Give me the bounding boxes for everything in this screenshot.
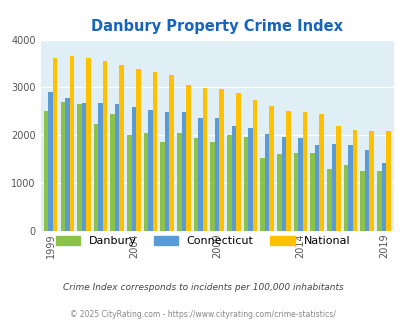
Bar [293, 153, 298, 231]
Bar [335, 126, 340, 231]
Bar [77, 104, 81, 231]
Bar [264, 134, 269, 231]
Bar [231, 126, 236, 231]
Bar [152, 72, 157, 231]
Bar [160, 142, 164, 231]
Bar [302, 112, 307, 231]
Bar [98, 103, 102, 231]
Bar [214, 118, 219, 231]
Bar [252, 100, 257, 231]
Bar [169, 76, 174, 231]
Legend: Danbury, Connecticut, National: Danbury, Connecticut, National [50, 230, 355, 252]
Bar [185, 84, 190, 231]
Bar [60, 102, 65, 231]
Bar [181, 112, 185, 231]
Bar [219, 89, 224, 231]
Bar [343, 165, 347, 231]
Bar [127, 135, 131, 231]
Bar [198, 118, 202, 231]
Bar [260, 158, 264, 231]
Bar [314, 145, 319, 231]
Bar [94, 124, 98, 231]
Bar [69, 56, 74, 231]
Bar [44, 112, 48, 231]
Bar [364, 150, 369, 231]
Bar [148, 110, 152, 231]
Bar [110, 114, 115, 231]
Bar [385, 131, 390, 231]
Bar [210, 142, 214, 231]
Bar [48, 92, 53, 231]
Bar [193, 138, 198, 231]
Bar [369, 130, 373, 231]
Bar [119, 65, 124, 231]
Bar [202, 88, 207, 231]
Bar [65, 98, 69, 231]
Bar [81, 103, 86, 231]
Bar [286, 111, 290, 231]
Bar [53, 58, 57, 231]
Bar [102, 61, 107, 231]
Bar [131, 107, 136, 231]
Title: Danbury Property Crime Index: Danbury Property Crime Index [91, 19, 342, 34]
Bar [360, 171, 364, 231]
Bar [376, 171, 381, 231]
Bar [177, 133, 181, 231]
Bar [281, 137, 286, 231]
Bar [164, 112, 169, 231]
Bar [269, 106, 273, 231]
Bar [326, 169, 331, 231]
Bar [136, 69, 140, 231]
Text: © 2025 CityRating.com - https://www.cityrating.com/crime-statistics/: © 2025 CityRating.com - https://www.city… [70, 310, 335, 319]
Bar [319, 114, 323, 231]
Bar [236, 93, 240, 231]
Bar [115, 104, 119, 231]
Bar [298, 138, 302, 231]
Bar [143, 133, 148, 231]
Bar [347, 145, 352, 231]
Bar [331, 145, 335, 231]
Text: Crime Index corresponds to incidents per 100,000 inhabitants: Crime Index corresponds to incidents per… [62, 283, 343, 292]
Bar [243, 137, 248, 231]
Bar [352, 130, 356, 231]
Bar [381, 163, 385, 231]
Bar [86, 58, 90, 231]
Bar [248, 128, 252, 231]
Bar [310, 153, 314, 231]
Bar [226, 135, 231, 231]
Bar [277, 154, 281, 231]
